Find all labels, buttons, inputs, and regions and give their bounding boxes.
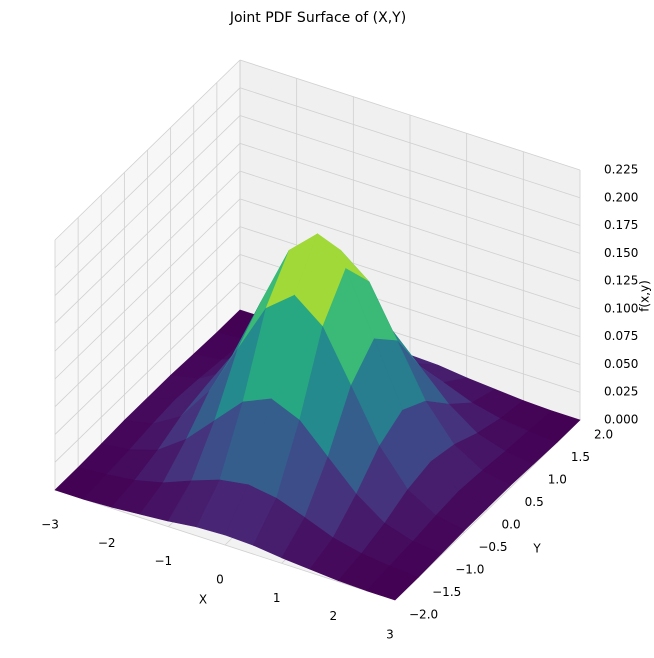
chart-title: Joint PDF Surface of (X,Y) bbox=[229, 10, 406, 26]
z-axis-label: f(x,y) bbox=[638, 280, 652, 312]
y-tick-label: −1.0 bbox=[455, 563, 484, 577]
grid-line bbox=[54, 254, 241, 435]
grid-line bbox=[54, 489, 396, 601]
grid-line bbox=[54, 170, 241, 352]
x-axis-label: X bbox=[199, 593, 207, 607]
y-tick-label: 0.5 bbox=[525, 495, 544, 509]
z-tick-label: 0.075 bbox=[604, 329, 638, 343]
grid-line bbox=[54, 226, 241, 407]
grid-line bbox=[239, 170, 581, 282]
grid-line bbox=[239, 87, 581, 199]
labels: −3 −2 −1 0 1 2 3 −2.0 −1.5 −1.0 −0.5 0.0 0.5 1.0 1.5 2.… bbox=[41, 163, 638, 642]
grid-line bbox=[239, 226, 581, 338]
x-tick-label: 1 bbox=[273, 591, 281, 605]
y-tick-label: −1.5 bbox=[432, 585, 461, 599]
grid-line bbox=[54, 115, 241, 296]
z-tick-label: 0.050 bbox=[604, 357, 638, 371]
grid-line bbox=[54, 87, 241, 269]
z-tick-label: 0.175 bbox=[604, 218, 638, 232]
z-tick-label: 0.000 bbox=[604, 413, 638, 427]
grid-line bbox=[54, 59, 241, 241]
grid-line bbox=[54, 143, 241, 324]
x-tick-label: 0 bbox=[216, 573, 224, 587]
z-tick-label: 0.125 bbox=[604, 274, 638, 288]
x-tick-label: 2 bbox=[330, 609, 338, 623]
grid-line bbox=[54, 198, 241, 380]
x-tick-label: −1 bbox=[154, 554, 172, 568]
x-tick-label: 3 bbox=[386, 628, 394, 642]
grid-line bbox=[54, 281, 241, 463]
x-tick-label: −3 bbox=[41, 518, 59, 532]
grid-line bbox=[239, 198, 581, 310]
grid-line bbox=[239, 142, 581, 254]
y-tick-label: 2.0 bbox=[594, 428, 613, 442]
grid-line bbox=[239, 115, 581, 226]
z-tick-label: 0.200 bbox=[604, 190, 638, 204]
y-tick-label: −2.0 bbox=[409, 608, 438, 622]
z-tick-label: 0.100 bbox=[604, 301, 638, 315]
z-tick-label: 0.025 bbox=[604, 385, 638, 399]
y-tick-label: 1.0 bbox=[548, 473, 567, 487]
y-tick-label: 1.5 bbox=[571, 450, 590, 464]
y-tick-label: −0.5 bbox=[478, 540, 507, 554]
z-tick-label: 0.225 bbox=[604, 163, 638, 177]
surface bbox=[54, 233, 581, 601]
grid-line bbox=[239, 59, 581, 171]
z-tick-label: 0.150 bbox=[604, 246, 638, 260]
y-axis-label: Y bbox=[532, 542, 541, 556]
surface-cell bbox=[366, 565, 419, 601]
y-tick-label: 0.0 bbox=[502, 518, 521, 532]
x-tick-label: −2 bbox=[98, 536, 116, 550]
